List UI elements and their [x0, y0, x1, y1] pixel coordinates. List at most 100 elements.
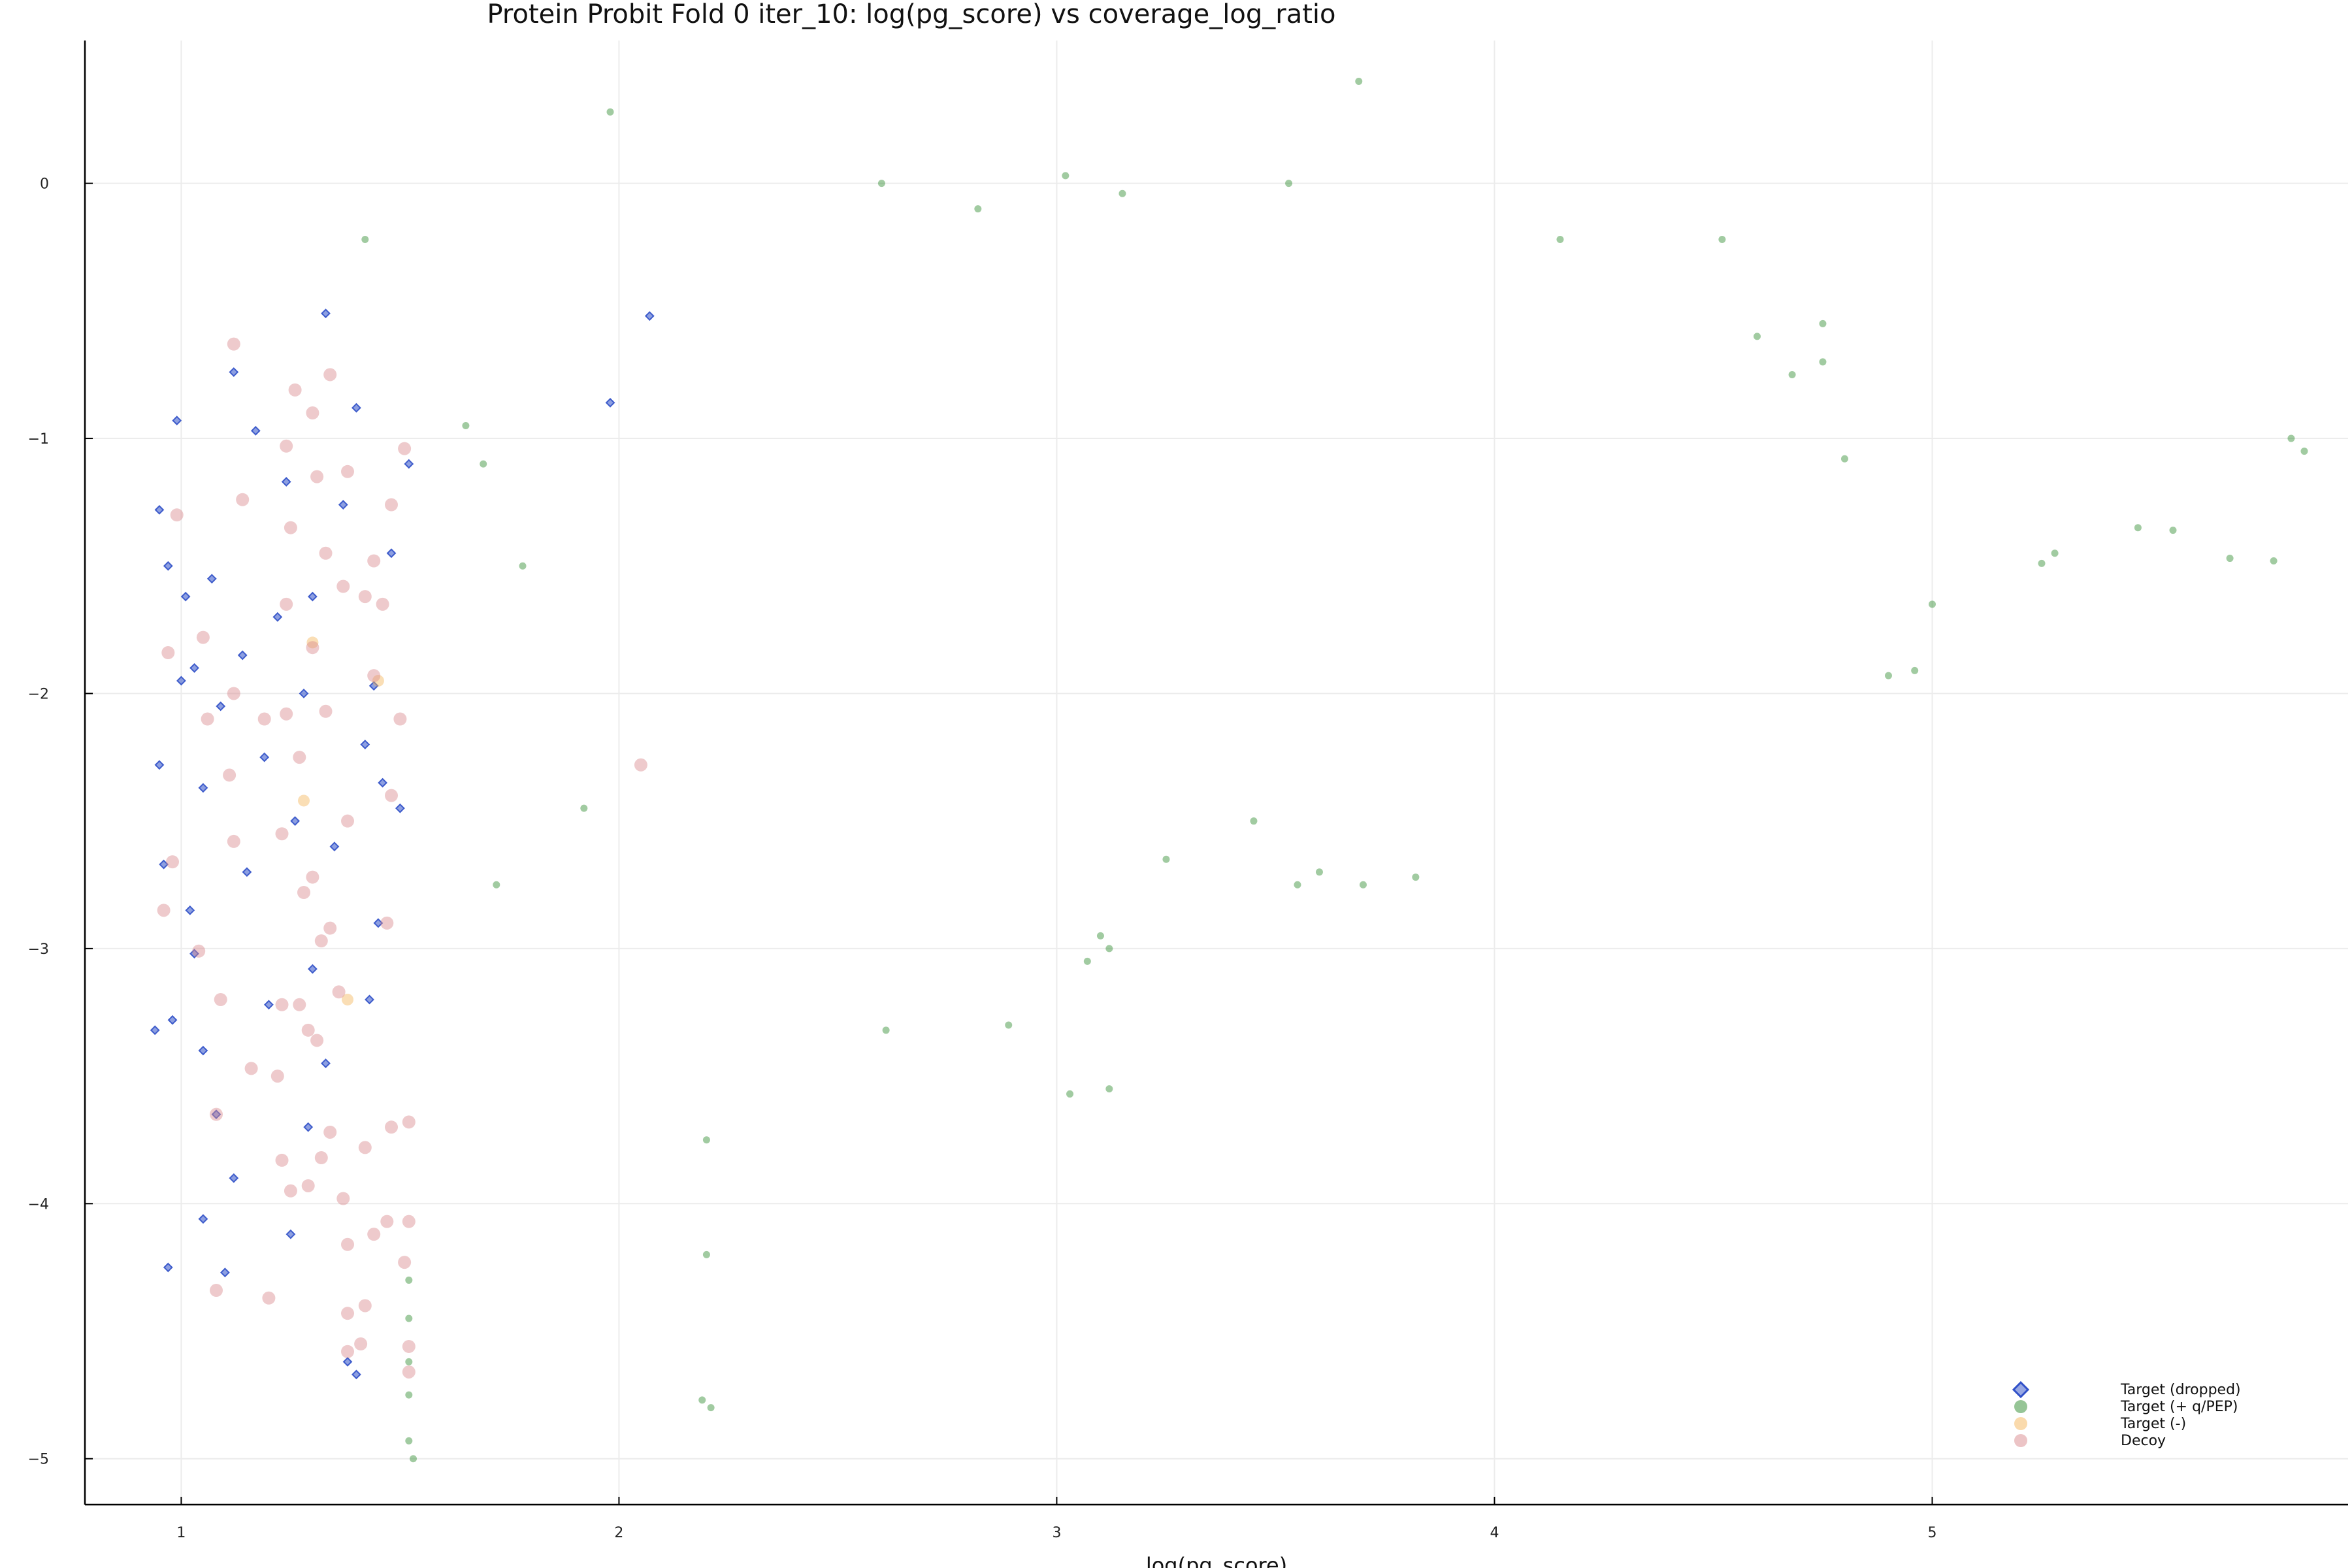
data-point	[229, 1173, 239, 1183]
data-point	[306, 870, 319, 884]
data-point	[378, 777, 388, 788]
legend-label: Target (+ q/PEP)	[2120, 1399, 2238, 1415]
data-point	[223, 768, 237, 782]
data-point	[367, 669, 381, 683]
data-point	[1105, 945, 1113, 953]
data-point	[201, 712, 214, 726]
data-point	[159, 859, 169, 870]
data-point	[398, 442, 412, 455]
data-point	[272, 612, 283, 622]
legend-marker	[2014, 1400, 2027, 1413]
data-point	[1315, 868, 1323, 876]
data-point	[270, 1070, 284, 1083]
data-point	[1005, 1021, 1013, 1029]
data-point	[1884, 672, 1892, 679]
data-point	[462, 422, 470, 430]
data-point	[275, 827, 289, 841]
data-point	[263, 1000, 274, 1010]
data-point	[319, 546, 333, 560]
data-point	[405, 1358, 413, 1365]
data-point	[1285, 180, 1293, 188]
chart-title: Protein Probit Fold 0 iter_10: log(pg_sc…	[487, 0, 1336, 29]
data-point	[321, 308, 331, 319]
data-point	[404, 459, 414, 469]
legend-label: Decoy	[2121, 1433, 2166, 1449]
data-point	[372, 674, 384, 687]
data-point	[161, 646, 175, 660]
data-point	[210, 1107, 223, 1121]
data-point	[341, 1307, 355, 1320]
data-point	[342, 1356, 353, 1367]
data-point	[1556, 236, 1564, 244]
data-point	[196, 630, 210, 644]
data-point	[882, 1026, 890, 1034]
data-point	[262, 1291, 276, 1305]
y-tick-label: −2	[28, 686, 49, 702]
data-point	[519, 562, 527, 570]
data-point	[385, 498, 399, 512]
data-point	[307, 964, 318, 974]
data-point	[198, 1214, 208, 1224]
data-point	[189, 949, 199, 959]
data-point	[154, 760, 165, 770]
data-point	[1105, 1085, 1113, 1093]
data-point	[237, 650, 248, 661]
data-point	[877, 180, 885, 188]
data-point	[1819, 358, 1827, 366]
data-point	[227, 834, 240, 848]
data-point	[358, 590, 372, 604]
data-point	[360, 740, 370, 749]
data-point	[580, 804, 588, 812]
data-point	[644, 311, 655, 321]
data-point	[284, 521, 297, 534]
data-point	[376, 597, 389, 611]
data-point	[211, 1109, 221, 1120]
data-point	[150, 1025, 160, 1036]
data-point	[358, 1299, 372, 1313]
data-point	[321, 1058, 331, 1068]
data-point	[172, 416, 182, 426]
data-point	[299, 689, 309, 698]
data-point	[307, 591, 318, 602]
legend-label: Target (dropped)	[2120, 1382, 2241, 1398]
data-point	[1788, 370, 1796, 378]
data-point	[405, 1315, 413, 1322]
legend-marker	[2014, 1434, 2027, 1447]
data-point	[301, 1023, 315, 1037]
data-point	[1096, 932, 1104, 939]
data-point	[176, 676, 186, 686]
data-point	[157, 904, 171, 917]
data-point	[361, 236, 369, 244]
data-point	[367, 554, 381, 568]
data-point	[206, 574, 217, 584]
gridlines	[85, 41, 2348, 1505]
data-point	[198, 783, 208, 793]
data-point	[480, 460, 487, 468]
data-point	[216, 701, 226, 711]
data-point	[280, 597, 293, 611]
data-point	[386, 548, 397, 559]
data-point	[380, 916, 394, 930]
data-point	[341, 814, 355, 828]
data-point	[1928, 600, 1936, 608]
data-point	[358, 1141, 372, 1154]
x-axis-label: log(pg_score)	[1146, 1553, 1287, 1568]
data-point	[1062, 172, 1070, 180]
data-point	[1162, 855, 1170, 863]
data-point	[314, 1151, 328, 1165]
data-point	[634, 758, 647, 772]
data-point	[1066, 1090, 1074, 1098]
data-point	[284, 1184, 297, 1198]
data-point	[385, 789, 399, 802]
data-point	[402, 1339, 416, 1353]
data-point	[310, 1034, 324, 1047]
data-point	[606, 108, 614, 116]
data-point	[1355, 77, 1363, 85]
data-point	[698, 1396, 706, 1404]
data-point	[236, 493, 250, 506]
data-point	[1412, 874, 1420, 881]
data-point	[180, 591, 191, 602]
data-point	[306, 641, 319, 655]
data-point	[2038, 559, 2046, 567]
